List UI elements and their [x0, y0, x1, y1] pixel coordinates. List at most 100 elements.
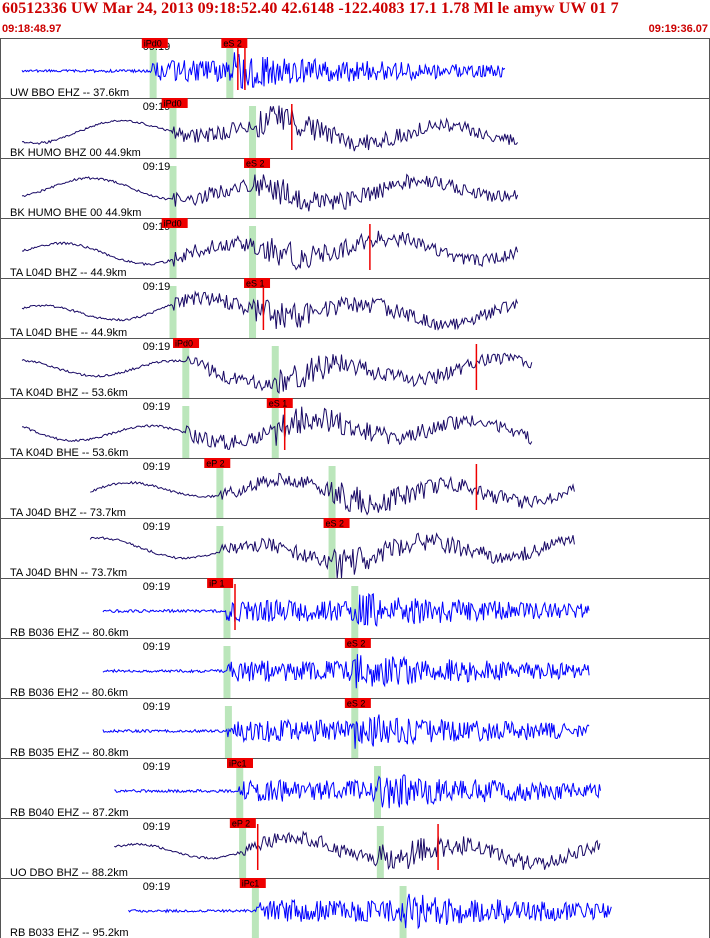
waveform-trace — [90, 472, 575, 516]
pick-label: eS 2 — [326, 519, 345, 529]
pick-label: iPc1 — [229, 759, 247, 769]
pick-box — [207, 578, 234, 588]
minute-label: 09:19 — [143, 161, 171, 173]
pick-box — [344, 698, 371, 708]
phase-marker — [249, 226, 257, 278]
phase-marker — [169, 166, 177, 218]
phase-marker — [169, 226, 177, 278]
pick-box — [229, 818, 256, 828]
waveform-trace — [21, 52, 506, 89]
waveform-trace — [21, 406, 533, 450]
channel-label: RB B036 EH2 -- 80.6km — [10, 687, 128, 699]
pick-box — [344, 638, 371, 648]
pick-label: iP 1 — [209, 579, 224, 589]
phase-marker — [328, 526, 336, 578]
channel-panel: 09:19 eP 2 UO DBO BHZ -- 88.2km — [0, 818, 710, 879]
waveform-trace — [102, 714, 590, 749]
waveform-trace — [89, 532, 575, 579]
pick-box — [266, 398, 293, 408]
pick-box — [161, 218, 188, 228]
channel-panel: 09:19 eS 2 RB B035 EHZ -- 80.8km — [0, 698, 710, 759]
event-title: 60512336 UW Mar 24, 2013 09:18:52.40 42.… — [2, 0, 619, 17]
phase-marker — [271, 346, 279, 398]
waveform-trace — [21, 105, 518, 152]
minute-label: 09:19 — [143, 581, 171, 593]
channel-panels: 09:19 iPd0 eS 2 UW BBO EHZ -- 37.6km 09:19 iP… — [0, 38, 710, 938]
pick-box — [244, 158, 271, 168]
channel-panel: 09:19 eS 2 TA J04D BHN -- 73.7km — [0, 518, 710, 579]
minute-label: 09:19 — [143, 881, 171, 893]
waveform-trace — [114, 773, 601, 809]
channel-label: TA L04D BHE -- 44.9km — [10, 327, 127, 339]
phase-marker — [251, 886, 259, 938]
pick-label: iPc1 — [242, 879, 260, 889]
channel-panel: 09:19 eS 2 RB B036 EH2 -- 80.6km — [0, 638, 710, 699]
phase-marker — [223, 586, 231, 638]
pick-box — [141, 38, 168, 48]
channel-label: TA J04D BHN -- 73.7km — [10, 567, 127, 579]
pick-box — [227, 758, 253, 768]
minute-label: 09:19 — [143, 401, 171, 413]
phase-marker — [249, 286, 257, 338]
phase-marker — [249, 106, 257, 158]
channel-panel: 09:19 eS 2 BK HUMO BHE 00 44.9km — [0, 158, 710, 219]
channel-panel: 09:19 eS 1 TA K04D BHE -- 53.6km — [0, 398, 710, 459]
channel-panel: 09:19iPd0eS 2UW BBO EHZ -- 37.6km — [0, 38, 710, 99]
minute-label: 09:19 — [143, 341, 171, 353]
pick-label: eS 2 — [347, 699, 366, 709]
phase-marker — [374, 766, 381, 818]
minute-label: 09:19 — [143, 821, 171, 833]
pick-label: eS 2 — [223, 39, 242, 49]
waveform-trace — [21, 173, 519, 212]
waveform-trace — [102, 654, 590, 689]
seismogram-plot: 09:19 iPd0 eS 2 UW BBO EHZ -- 37.6km 09:19 iP… — [0, 38, 710, 938]
phase-marker — [239, 826, 247, 878]
channel-label: RB B040 EHZ -- 87.2km — [10, 807, 129, 819]
waveform-trace — [102, 592, 590, 627]
channel-label: TA J04D BHZ -- 73.7km — [10, 507, 126, 519]
channel-label: RB B036 EHZ -- 80.6km — [10, 627, 129, 639]
pick-label: iPd0 — [164, 99, 182, 109]
phase-marker — [351, 646, 359, 698]
channel-panel: 09:19 eP 2 TA J04D BHZ -- 73.7km — [0, 458, 710, 519]
phase-marker — [169, 286, 177, 338]
channel-panel: 09:19 iP 1 RB B036 EHZ -- 80.6km — [0, 578, 710, 639]
minute-label: 09:19 — [143, 641, 171, 653]
pick-box — [323, 518, 350, 528]
pick-box — [161, 98, 188, 108]
pick-label: eS 1 — [269, 399, 288, 409]
phase-marker — [182, 346, 190, 398]
channel-label: TA K04D BHE -- 53.6km — [10, 447, 128, 459]
channel-panel: 09:19 iPd0 TA K04D BHZ -- 53.6km — [0, 338, 710, 399]
pick-label: eP 2 — [206, 459, 224, 469]
channel-panel: 09:19 iPc1 RB B040 EHZ -- 87.2km — [0, 758, 710, 819]
pick-box — [244, 278, 271, 288]
minute-label: 09:19 — [143, 521, 171, 533]
phase-marker — [223, 646, 231, 698]
pick-box — [204, 458, 231, 468]
channel-label: TA K04D BHZ -- 53.6km — [10, 387, 128, 399]
pick-label: iPd0 — [144, 39, 162, 49]
minute-label: 09:19 — [143, 761, 171, 773]
waveform-trace — [21, 290, 519, 331]
waveform-trace — [128, 893, 612, 930]
channel-label: UW BBO EHZ -- 37.6km — [10, 87, 129, 99]
waveform-trace — [21, 352, 533, 394]
channel-panel: 09:19 eS 1 TA L04D BHE -- 44.9km — [0, 278, 710, 339]
minute-label: 09:19 — [143, 281, 171, 293]
channel-label: TA L04D BHZ -- 44.9km — [10, 267, 127, 279]
pick-label: eS 2 — [347, 639, 366, 649]
pick-box — [173, 338, 200, 348]
window-end-time: 09:19:36.07 — [648, 23, 708, 35]
pick-label: iPd0 — [164, 219, 182, 229]
minute-label: 09:19 — [143, 701, 171, 713]
header: 60512336 UW Mar 24, 2013 09:18:52.40 42.… — [0, 0, 710, 38]
pick-label: eS 2 — [246, 159, 265, 169]
phase-marker — [149, 46, 157, 98]
pick-label: eP 2 — [232, 819, 250, 829]
window-start-time: 09:18:48.97 — [2, 23, 62, 35]
pick-box — [239, 878, 266, 888]
phase-marker — [249, 166, 257, 218]
